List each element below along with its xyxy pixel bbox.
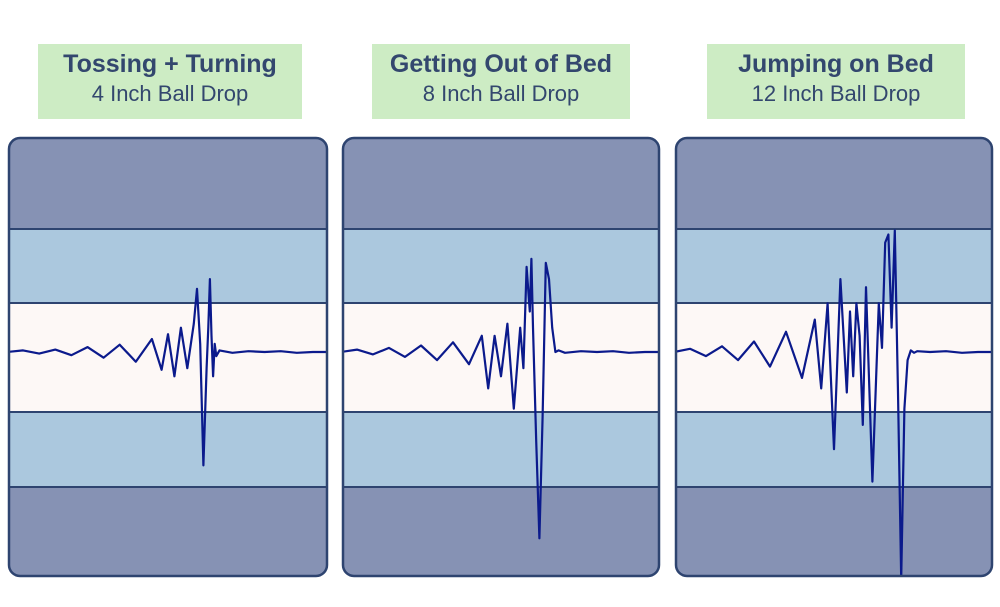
chart-subtitle: 8 Inch Ball Drop [422,81,580,106]
vibration-waveform [9,278,327,467]
vibration-chart [341,136,661,578]
chart-subtitle: 4 Inch Ball Drop [91,81,249,106]
chart-subtitle: 12 Inch Ball Drop [751,81,921,106]
chart-svg [341,136,661,578]
vibration-waveform [343,257,659,540]
outer-band-top [343,138,659,229]
chart-title: Tossing + Turning [63,50,277,78]
center-band [343,303,659,412]
middle-band-bottom [9,412,327,487]
chart-border [7,136,329,578]
chart-svg [674,136,994,578]
label-box: Jumping on Bed 12 Inch Ball Drop [707,44,965,119]
middle-band-top [343,229,659,303]
chart-border [341,136,661,578]
middle-band-top [676,229,992,303]
vibration-waveform [676,229,992,576]
label-box: Getting Out of Bed 8 Inch Ball Drop [372,44,630,119]
band-group [9,138,327,576]
chart-title: Jumping on Bed [738,50,934,78]
outer-band-top [676,138,992,229]
band-group [676,138,992,576]
panel-jumping-on-bed: Jumping on Bed 12 Inch Ball Drop [674,0,998,607]
panel-getting-out-of-bed: Getting Out of Bed 8 Inch Ball Drop [341,0,665,607]
outer-band-bottom [343,487,659,576]
outer-band-bottom [9,487,327,576]
middle-band-bottom [343,412,659,487]
center-band [9,303,327,412]
vibration-chart [674,136,994,578]
outer-band-top [9,138,327,229]
panel-tossing-turning: Tossing + Turning 4 Inch Ball Drop [7,0,331,607]
chart-svg [7,136,329,578]
vibration-chart [7,136,329,578]
chart-title: Getting Out of Bed [389,50,613,78]
band-group [343,138,659,576]
label-box: Tossing + Turning 4 Inch Ball Drop [38,44,302,119]
chart-border [674,136,994,578]
middle-band-top [9,229,327,303]
center-band [676,303,992,412]
outer-band-bottom [676,487,992,576]
